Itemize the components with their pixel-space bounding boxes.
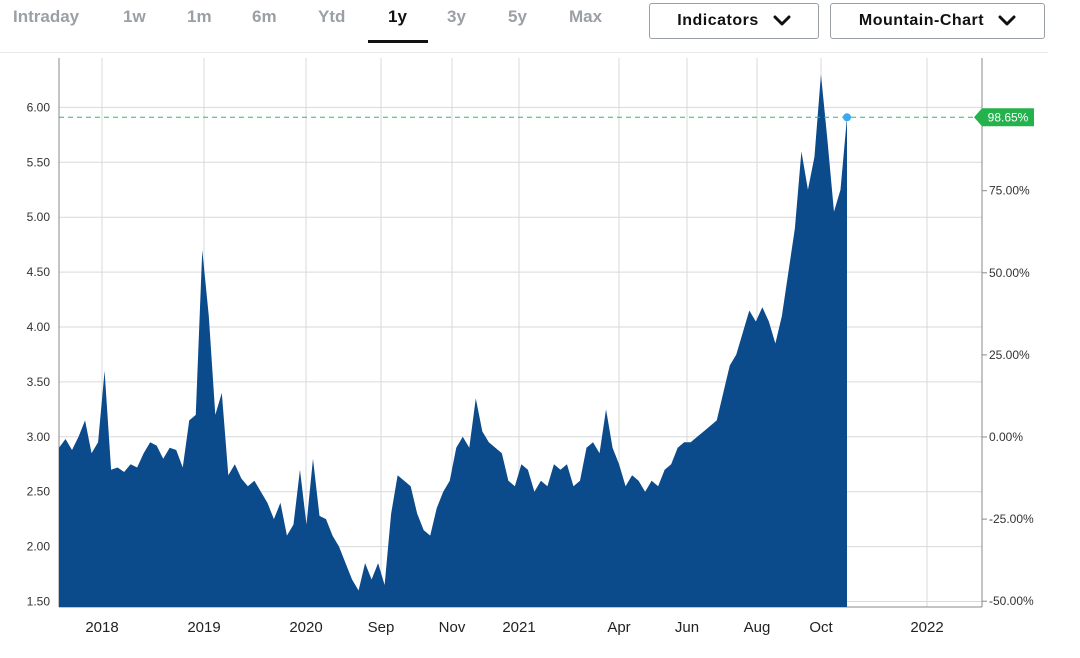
chart-type-label: Mountain-Chart [858,12,985,29]
active-tab-underline [368,40,428,43]
x-tick-label: 2019 [187,619,220,636]
y-right-tick-label: 75.00% [989,184,1030,198]
change-badge-label: 98.65% [988,110,1029,124]
indicators-label: Indicators [677,12,759,29]
x-tick-label: Nov [439,619,466,636]
y-left-tick-label: 4.50 [27,265,51,279]
x-tick-label: 2020 [289,619,322,636]
chevron-down-icon [998,15,1016,26]
tab-5y[interactable]: 5y [508,7,527,26]
y-left-tick-label: 3.50 [27,375,51,389]
y-right-tick-label: 50.00% [989,266,1030,280]
x-tick-label: Jun [675,619,699,636]
tab-3y[interactable]: 3y [447,7,466,26]
y-right-tick-label: -25.00% [989,512,1034,526]
x-tick-label: Sep [368,619,395,636]
y-right-tick-label: 0.00% [989,430,1023,444]
x-tick-label: Aug [744,619,771,636]
y-left-tick-label: 1.50 [27,595,51,609]
x-tick-label: 2018 [85,619,118,636]
y-left-tick-label: 5.00 [27,210,51,224]
y-right-tick-label: -50.00% [989,594,1034,608]
x-tick-label: 2022 [910,619,943,636]
chart-type-button[interactable]: Mountain-Chart [830,3,1045,39]
y-right-tick-label: 25.00% [989,348,1030,362]
tab-6m[interactable]: 6m [252,7,277,26]
y-left-tick-label: 2.00 [27,540,51,554]
chevron-down-icon [773,15,791,26]
y-left-tick-label: 5.50 [27,155,51,169]
tab-1w[interactable]: 1w [123,7,146,26]
tab-max[interactable]: Max [569,7,603,26]
price-area [59,74,847,608]
toolbar-divider [0,52,1048,53]
x-tick-label: Oct [809,619,833,636]
change-badge [974,108,1034,127]
x-tick-label: 2021 [502,619,535,636]
y-left-tick-label: 4.00 [27,320,51,334]
indicators-button[interactable]: Indicators [649,3,819,39]
x-tick-label: Apr [607,619,630,636]
y-left-tick-label: 3.00 [27,430,51,444]
tab-ytd[interactable]: Ytd [318,7,346,26]
tab-1m[interactable]: 1m [187,7,212,26]
y-left-tick-label: 2.50 [27,485,51,499]
y-left-tick-label: 6.00 [27,100,51,114]
tab-1y[interactable]: 1y [388,7,407,26]
tab-intraday[interactable]: Intraday [13,7,80,26]
last-value-point [843,113,851,122]
